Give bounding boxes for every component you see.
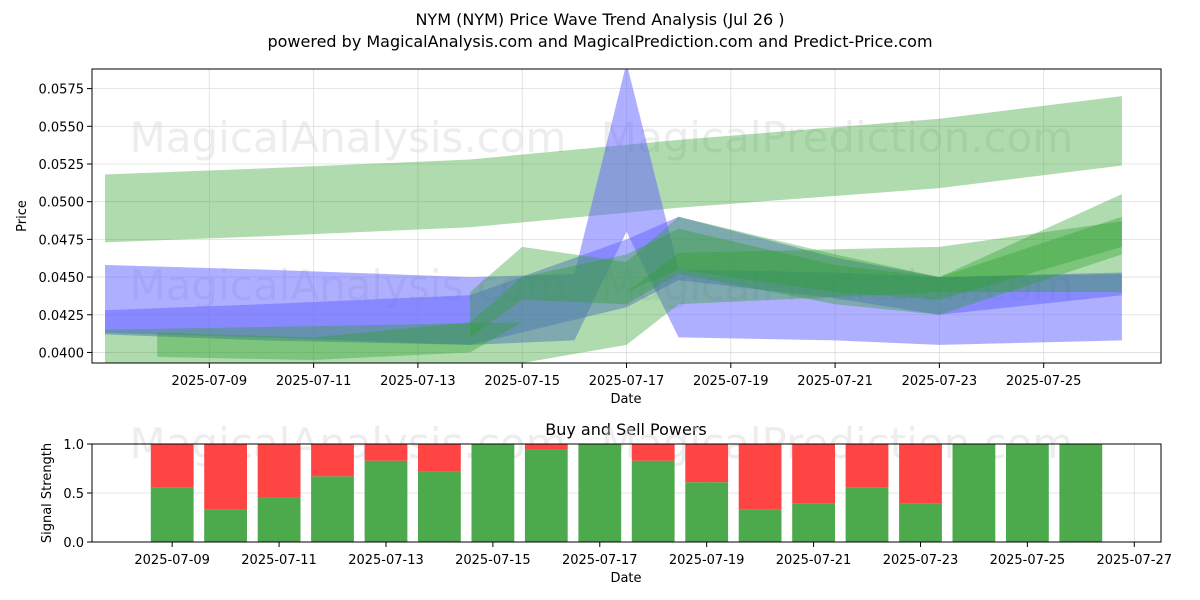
price-y-tick-label: 0.0425 xyxy=(39,309,85,324)
buy-sell-x-tick-label: 2025-07-27 xyxy=(1096,553,1172,568)
buy-bar xyxy=(1059,444,1103,542)
price-x-tick-label: 2025-07-15 xyxy=(484,374,560,389)
buy-sell-x-axis-label: Date xyxy=(610,571,641,586)
buy-sell-x-tick-label: 2025-07-15 xyxy=(455,553,531,568)
buy-bar xyxy=(631,460,675,542)
price-y-tick-label: 0.0450 xyxy=(39,271,85,286)
buy-bar xyxy=(311,476,354,542)
buy-sell-title: Buy and Sell Powers xyxy=(545,420,707,439)
buy-bar xyxy=(150,487,194,542)
sell-bar xyxy=(631,444,675,461)
price-y-tick-label: 0.0575 xyxy=(39,83,85,98)
buy-sell-x-ticks: 2025-07-09 2025-07-11 2025-07-13 2025-07-15… xyxy=(134,542,1172,568)
sell-bar xyxy=(899,444,942,504)
price-y-axis-label: Price xyxy=(15,200,30,232)
buy-sell-x-tick-label: 2025-07-21 xyxy=(776,553,852,568)
price-y-ticks: 0.0400 0.0425 0.0450 0.0475 0.0500 0.0525 0.05… xyxy=(39,83,92,361)
buy-bar xyxy=(257,497,301,542)
price-x-tick-label: 2025-07-11 xyxy=(276,374,352,389)
buy-sell-y-ticks: 0.0 0.5 1.0 xyxy=(63,438,92,551)
buy-sell-x-tick-label: 2025-07-13 xyxy=(348,553,424,568)
buy-bar xyxy=(204,509,247,542)
buy-sell-y-axis-label: Signal Strength xyxy=(40,443,55,543)
price-y-tick-label: 0.0475 xyxy=(39,233,85,248)
buy-sell-x-tick-label: 2025-07-25 xyxy=(990,553,1066,568)
buy-sell-panel: Buy and Sell Powers MagicalAnalysis.com … xyxy=(40,419,1172,586)
price-wave-panel: MagicalAnalysis.com MagicalPrediction.co… xyxy=(15,68,1162,407)
buy-bar xyxy=(685,482,729,542)
price-x-tick-label: 2025-07-21 xyxy=(797,374,873,389)
chart-subtitle: powered by MagicalAnalysis.com and Magic… xyxy=(267,32,932,51)
buy-bar xyxy=(792,503,835,542)
buy-bar xyxy=(1006,444,1049,542)
sell-bar xyxy=(150,444,194,488)
sell-bar xyxy=(845,444,889,488)
sell-bar xyxy=(738,444,782,510)
buy-sell-y-tick-label: 1.0 xyxy=(63,438,84,453)
price-y-tick-label: 0.0525 xyxy=(39,158,85,173)
price-band-blue-2 xyxy=(105,216,1122,345)
buy-bar xyxy=(578,444,622,542)
chart-title: NYM (NYM) Price Wave Trend Analysis (Jul… xyxy=(415,10,784,29)
price-y-tick-label: 0.0400 xyxy=(39,346,85,361)
buy-sell-y-tick-label: 0.0 xyxy=(63,536,84,551)
price-y-tick-label: 0.0500 xyxy=(39,196,85,211)
watermark-top-right: MagicalPrediction.com xyxy=(601,113,1074,162)
price-y-tick-label: 0.0550 xyxy=(39,120,85,135)
buy-sell-x-tick-label: 2025-07-09 xyxy=(134,553,210,568)
buy-bar xyxy=(418,471,461,542)
buy-bar xyxy=(899,503,942,542)
buy-sell-bars xyxy=(150,444,1103,542)
price-x-ticks: 2025-07-09 2025-07-11 2025-07-13 2025-07-15… xyxy=(172,363,1082,389)
price-bands xyxy=(105,69,1122,363)
price-x-axis-label: Date xyxy=(610,392,641,407)
buy-sell-x-tick-label: 2025-07-11 xyxy=(241,553,317,568)
sell-bar xyxy=(257,444,301,498)
sell-bar xyxy=(364,444,408,461)
price-x-tick-label: 2025-07-13 xyxy=(380,374,456,389)
sell-bar xyxy=(204,444,247,510)
buy-bar xyxy=(845,487,889,542)
buy-sell-x-tick-label: 2025-07-17 xyxy=(562,553,638,568)
buy-bar xyxy=(952,444,996,542)
buy-sell-x-tick-label: 2025-07-19 xyxy=(669,553,745,568)
buy-sell-x-tick-label: 2025-07-23 xyxy=(883,553,959,568)
buy-sell-y-tick-label: 0.5 xyxy=(63,487,84,502)
sell-bar xyxy=(524,444,568,450)
buy-bar xyxy=(364,460,408,542)
price-band-green-4 xyxy=(470,194,1122,338)
sell-bar xyxy=(685,444,729,483)
price-x-tick-label: 2025-07-19 xyxy=(693,374,769,389)
watermark-top-left: MagicalAnalysis.com xyxy=(130,113,567,162)
sell-bar xyxy=(311,444,354,477)
price-x-tick-label: 2025-07-09 xyxy=(172,374,248,389)
sell-bar xyxy=(418,444,461,472)
buy-bar xyxy=(738,509,782,542)
buy-bar xyxy=(524,449,568,542)
sell-bar xyxy=(792,444,835,504)
price-x-tick-label: 2025-07-25 xyxy=(1006,374,1082,389)
price-band-green-3 xyxy=(157,216,1122,360)
price-x-tick-label: 2025-07-23 xyxy=(902,374,978,389)
price-band-green-5 xyxy=(105,221,1122,363)
buy-bar xyxy=(471,444,515,542)
price-x-tick-label: 2025-07-17 xyxy=(589,374,665,389)
